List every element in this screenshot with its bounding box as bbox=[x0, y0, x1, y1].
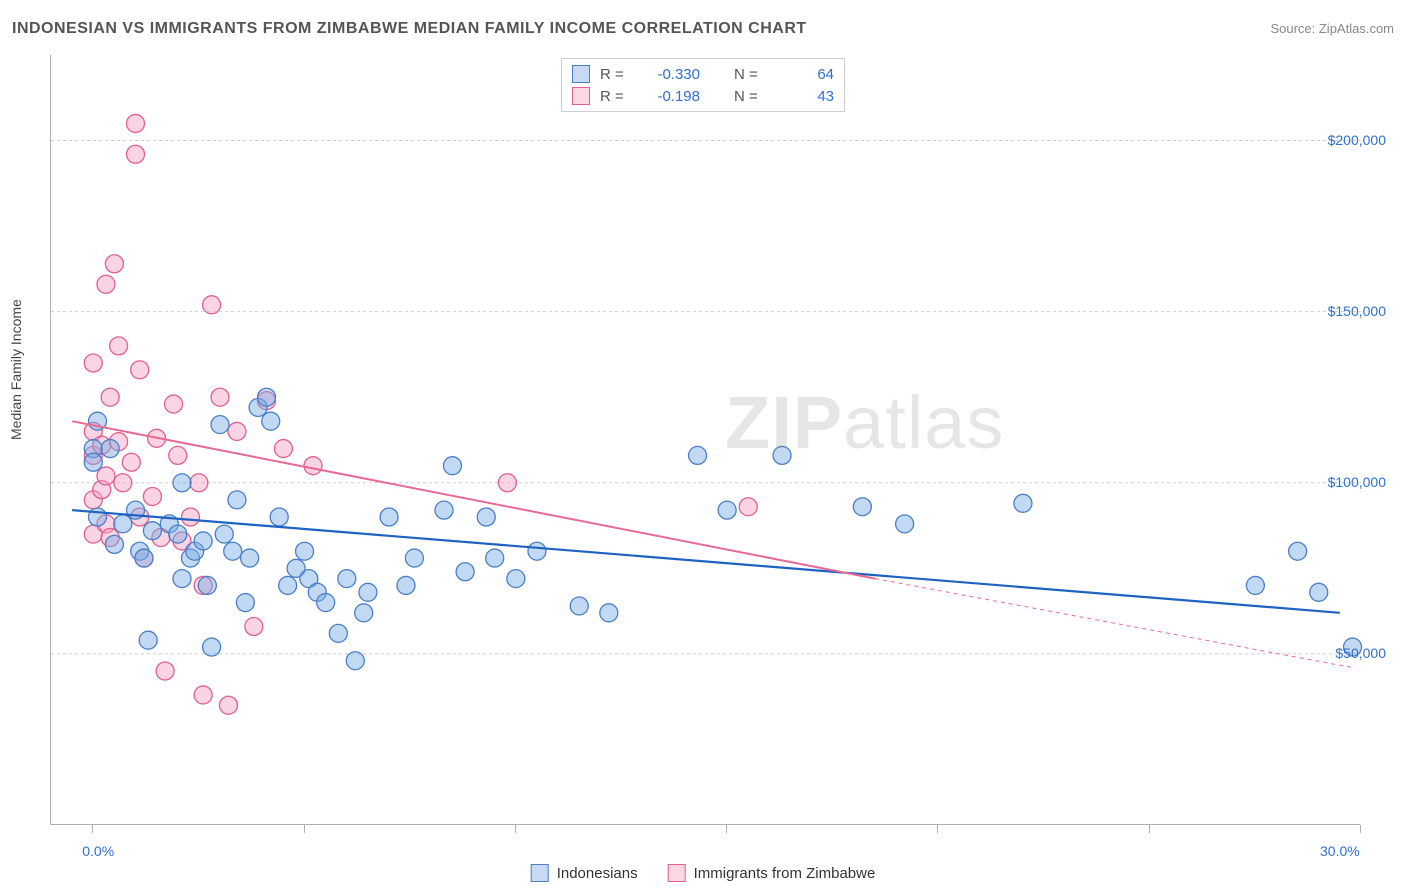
plot-svg bbox=[51, 55, 1360, 824]
legend-swatch bbox=[531, 864, 549, 882]
y-axis-label: Median Family Income bbox=[8, 299, 24, 440]
y-tick-label: $150,000 bbox=[1328, 303, 1386, 319]
legend-item: Immigrants from Zimbabwe bbox=[668, 864, 876, 882]
y-tick-label: $50,000 bbox=[1335, 645, 1386, 661]
y-tick-label: $100,000 bbox=[1328, 474, 1386, 490]
legend-series: Indonesians Immigrants from Zimbabwe bbox=[531, 864, 876, 882]
legend-label: Immigrants from Zimbabwe bbox=[694, 865, 876, 882]
y-tick-label: $200,000 bbox=[1328, 132, 1386, 148]
legend-stats: R =-0.330N =64R =-0.198N =43 bbox=[561, 58, 845, 112]
chart-title: INDONESIAN VS IMMIGRANTS FROM ZIMBABWE M… bbox=[12, 20, 807, 38]
legend-swatch bbox=[668, 864, 686, 882]
x-tick-label: 0.0% bbox=[82, 843, 114, 859]
legend-item: Indonesians bbox=[531, 864, 638, 882]
x-tick-label: 30.0% bbox=[1320, 843, 1360, 859]
plot-area bbox=[50, 55, 1360, 825]
legend-label: Indonesians bbox=[557, 865, 638, 882]
source-label: Source: ZipAtlas.com bbox=[1270, 21, 1394, 36]
legend-swatch bbox=[572, 65, 590, 83]
legend-swatch bbox=[572, 87, 590, 105]
